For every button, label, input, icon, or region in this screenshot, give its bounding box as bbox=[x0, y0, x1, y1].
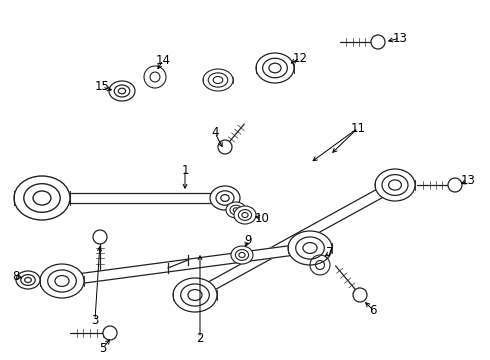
Polygon shape bbox=[42, 193, 225, 203]
Text: 1: 1 bbox=[181, 163, 189, 176]
Ellipse shape bbox=[231, 246, 253, 264]
Text: 8: 8 bbox=[12, 270, 20, 283]
Ellipse shape bbox=[203, 69, 233, 91]
Text: 6: 6 bbox=[369, 303, 377, 316]
Ellipse shape bbox=[210, 186, 240, 210]
Ellipse shape bbox=[288, 231, 332, 265]
Ellipse shape bbox=[375, 169, 415, 201]
Circle shape bbox=[448, 178, 462, 192]
Text: 14: 14 bbox=[155, 54, 171, 67]
Polygon shape bbox=[61, 243, 311, 286]
Text: 3: 3 bbox=[91, 314, 98, 327]
Circle shape bbox=[353, 288, 367, 302]
Circle shape bbox=[93, 230, 107, 244]
Ellipse shape bbox=[14, 176, 70, 220]
Ellipse shape bbox=[226, 202, 246, 218]
Text: 11: 11 bbox=[350, 122, 366, 135]
Ellipse shape bbox=[234, 206, 256, 224]
Text: 13: 13 bbox=[461, 175, 475, 188]
Text: 10: 10 bbox=[255, 211, 270, 225]
Polygon shape bbox=[193, 181, 397, 300]
Ellipse shape bbox=[16, 271, 40, 289]
Ellipse shape bbox=[256, 53, 294, 83]
Text: 2: 2 bbox=[196, 332, 204, 345]
Text: 15: 15 bbox=[95, 81, 109, 94]
Text: 4: 4 bbox=[211, 126, 219, 139]
Text: 9: 9 bbox=[244, 234, 252, 247]
Text: 13: 13 bbox=[392, 31, 408, 45]
Circle shape bbox=[371, 35, 385, 49]
Text: 12: 12 bbox=[293, 51, 308, 64]
Ellipse shape bbox=[109, 81, 135, 101]
Text: 7: 7 bbox=[326, 247, 334, 260]
Circle shape bbox=[218, 140, 232, 154]
Ellipse shape bbox=[40, 264, 84, 298]
Circle shape bbox=[103, 326, 117, 340]
Text: 5: 5 bbox=[99, 342, 107, 355]
Ellipse shape bbox=[173, 278, 217, 312]
